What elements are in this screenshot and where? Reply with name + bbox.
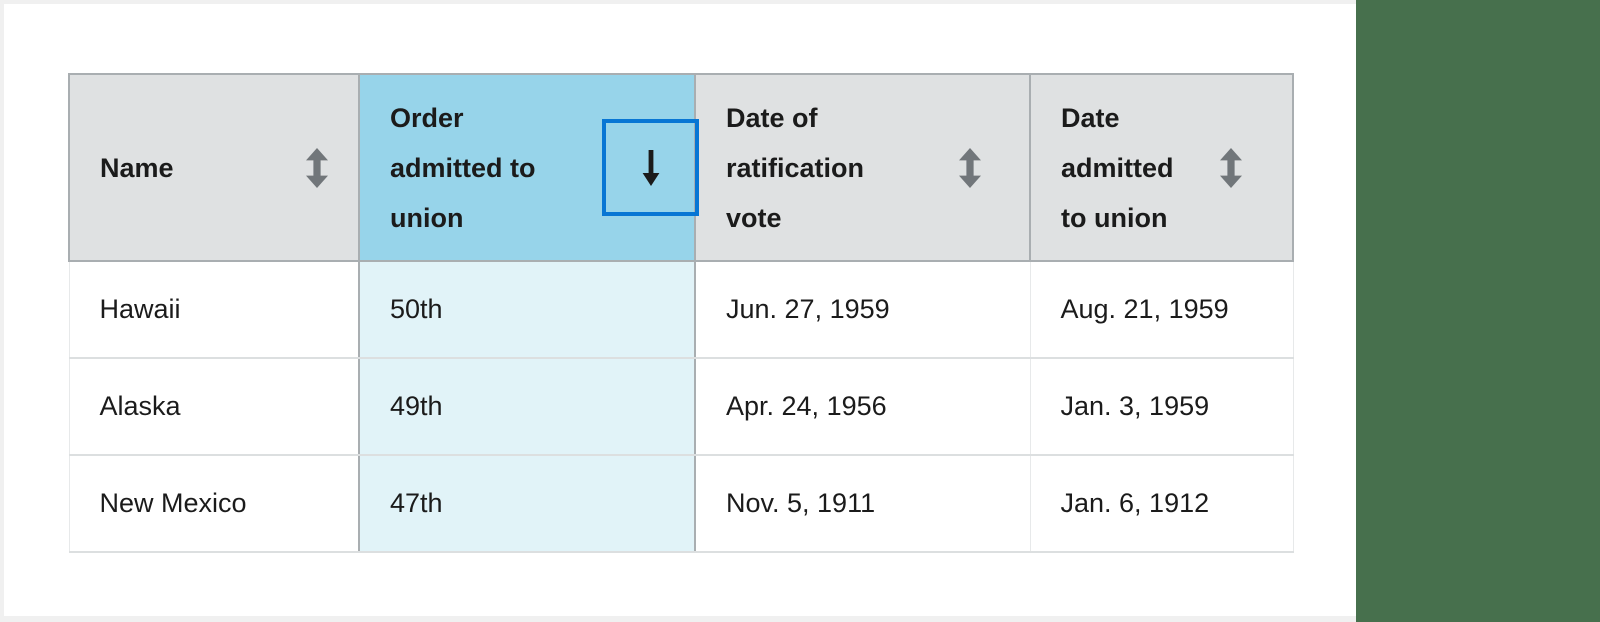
column-header-order-admitted: Order admitted to union: [358, 73, 699, 262]
sort-updown-icon: [306, 147, 328, 188]
table-body: Hawaii 50th Jun. 27, 1959 Aug. 21, 1959 …: [68, 260, 1294, 553]
green-side-panel: [1356, 0, 1600, 622]
column-header-order-admitted-label: Order admitted to union: [390, 102, 536, 233]
table-row-alaska: Alaska 49th Apr. 24, 1956 Jan. 3, 1959: [68, 357, 1294, 456]
content-card: Name Order admitted to union: [4, 4, 1356, 616]
column-header-name-label: Name: [100, 152, 174, 183]
cell-state-name: New Mexico: [68, 454, 360, 553]
column-header-ratification-vote: Date of ratification vote: [694, 73, 1031, 262]
cell-admitted-date: Jan. 3, 1959: [1029, 357, 1294, 456]
cell-admitted-date: Jan. 6, 1912: [1029, 454, 1294, 553]
column-header-name: Name: [68, 73, 360, 262]
cell-order-admitted: 47th: [358, 454, 696, 553]
cell-ratification-date: Apr. 24, 1956: [694, 357, 1031, 456]
column-header-date-admitted-label: Date admitted to union: [1061, 102, 1174, 233]
column-header-ratification-vote-label: Date of ratification vote: [726, 102, 865, 233]
cell-order-admitted: 49th: [358, 357, 696, 456]
cell-order-admitted: 50th: [358, 260, 696, 359]
table-row-hawaii: Hawaii 50th Jun. 27, 1959 Aug. 21, 1959: [68, 260, 1294, 359]
sort-updown-icon: [959, 147, 981, 188]
cell-state-name: Hawaii: [68, 260, 360, 359]
cell-admitted-date: Aug. 21, 1959: [1029, 260, 1294, 359]
cell-state-name: Alaska: [68, 357, 360, 456]
table-row-new-mexico: New Mexico 47th Nov. 5, 1911 Jan. 6, 191…: [68, 454, 1294, 553]
sort-button-ratification-vote[interactable]: [957, 147, 983, 188]
column-header-date-admitted: Date admitted to union: [1029, 73, 1294, 262]
header-row: Name Order admitted to union: [68, 73, 1294, 262]
sort-button-name[interactable]: [304, 147, 330, 188]
sort-button-order-admitted[interactable]: [602, 119, 699, 216]
states-admission-table: Name Order admitted to union: [68, 73, 1294, 553]
sort-descending-icon: [642, 149, 659, 186]
sort-button-date-admitted[interactable]: [1218, 147, 1244, 188]
cell-ratification-date: Jun. 27, 1959: [694, 260, 1031, 359]
cell-ratification-date: Nov. 5, 1911: [694, 454, 1031, 553]
table-header: Name Order admitted to union: [68, 73, 1294, 262]
sort-updown-icon: [1220, 147, 1242, 188]
